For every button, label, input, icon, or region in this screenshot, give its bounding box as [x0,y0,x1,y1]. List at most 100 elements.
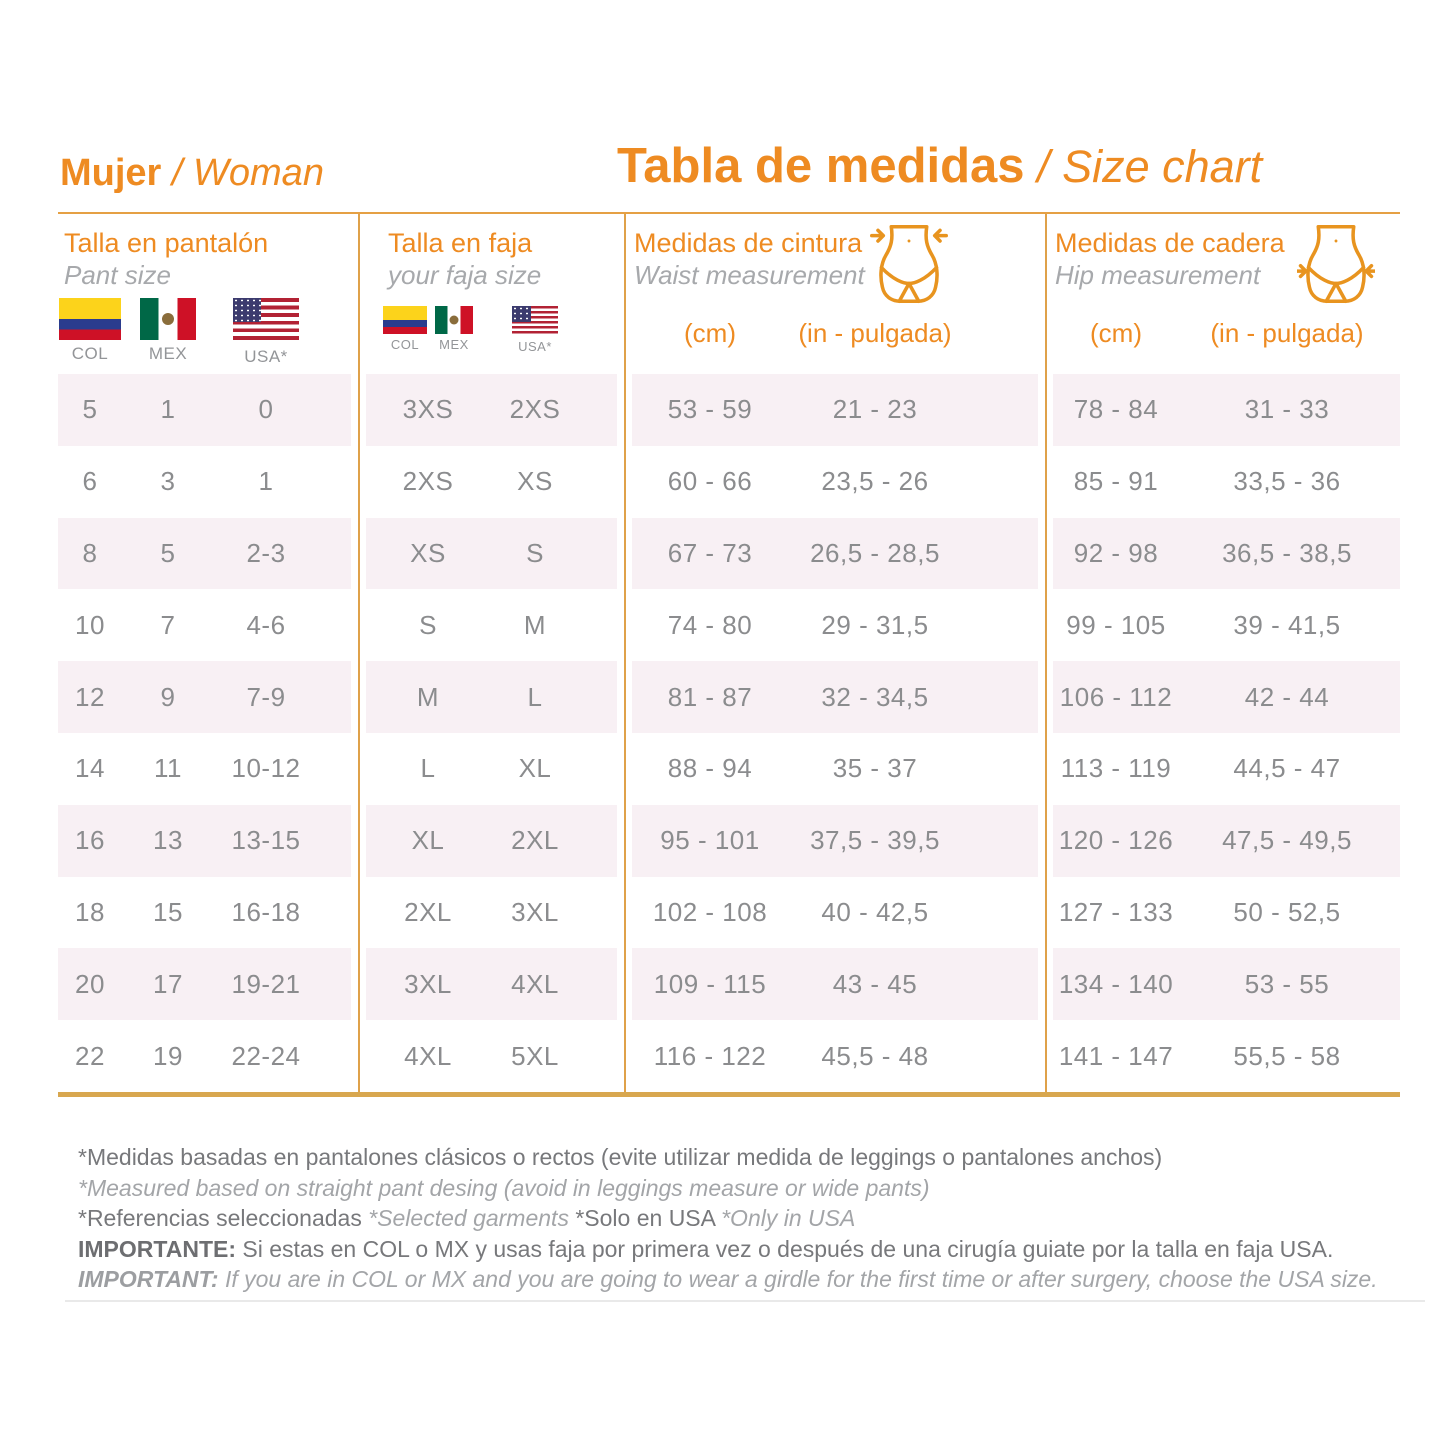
cell-hip-cm: 134 - 140 [1058,968,1174,999]
flag-label: USA* [518,339,552,354]
table-row: 12 9 7-9 M L 81 - 87 32 - 34,5 106 - 112 42 - 44 [58,661,1400,733]
footnote-line: IMPORTANTE: Si estas en COL o MX y usas … [78,1234,1408,1265]
row-group: 3XS 2XS [358,374,624,446]
cell-pant-col: 20 [75,968,105,999]
mexico-flag-icon [140,298,196,340]
cell-waist-in: 43 - 45 [832,968,918,999]
cell-pant-mex: 17 [153,968,183,999]
row-group: 102 - 108 40 - 42,5 [624,877,1045,949]
waist-units: (cm) (in - pulgada) [624,318,954,349]
cell-faja-col-mex: XL [411,825,445,856]
cell-hip-cm: 106 - 112 [1059,681,1173,712]
waist-measure-icon [870,220,948,308]
flag-block-usa: USA* [512,306,558,354]
cell-pant-usa: 4-6 [246,609,286,640]
cell-waist-cm: 53 - 59 [667,394,753,425]
cell-pant-usa: 13-15 [231,825,301,856]
row-group: 10 7 4-6 [58,589,358,661]
row-group: 92 - 98 36,5 - 38,5 [1045,517,1400,590]
row-group: 113 - 119 44,5 - 47 [1045,733,1400,805]
footnote-line: *Referencias seleccionadas *Selected gar… [78,1203,1408,1234]
row-group: 95 - 101 37,5 - 39,5 [624,804,1045,877]
cell-pant-col: 8 [82,537,98,568]
row-group: 81 - 87 32 - 34,5 [624,661,1045,733]
row-group: 53 - 59 21 - 23 [624,374,1045,446]
cell-hip-in: 33,5 - 36 [1233,466,1341,497]
row-group: 3XL 4XL [358,948,624,1021]
footnote-segment: Si estas en COL o MX y usas faja por pri… [242,1235,1334,1262]
header-pant-size-title: Talla en pantalón [64,228,269,258]
table-header: Talla en pantalón Pant size COL MEX USA* [58,214,1400,374]
usa-flag-icon [512,306,558,336]
table-row: 16 13 13-15 XL 2XL 95 - 101 37,5 - 39,5 120 - 1… [58,804,1400,877]
cell-faja-col-mex: 3XS [402,394,454,425]
cell-faja-usa: XS [517,466,553,497]
flag-block-colombia: COL [383,306,427,352]
flag-label: COL [390,337,420,352]
row-group: 2XL 3XL [358,877,624,949]
cell-pant-col: 18 [75,896,105,927]
cell-faja-usa: 2XL [511,825,559,856]
cell-faja-col-mex: M [416,681,440,712]
cell-hip-in: 50 - 52,5 [1233,896,1341,927]
flag-block-colombia: COL [59,298,121,367]
table-row: 10 7 4-6 S M 74 - 80 29 - 31,5 99 - 105 39 - 41,… [58,589,1400,661]
flag-pair-col-mex: COL MEX [383,306,473,354]
cell-pant-col: 14 [75,753,105,784]
cell-pant-usa: 2-3 [246,537,286,568]
cell-pant-mex: 9 [160,681,176,712]
row-group: 8 5 2-3 [58,517,358,590]
cell-waist-cm: 88 - 94 [667,753,753,784]
row-group: 78 - 84 31 - 33 [1045,374,1400,446]
table-row: 20 17 19-21 3XL 4XL 109 - 115 43 - 45 134 - 140… [58,948,1400,1021]
cell-pant-col: 22 [75,1040,105,1071]
row-group: 106 - 112 42 - 44 [1045,661,1400,733]
cell-pant-usa: 22-24 [231,1040,301,1071]
cell-pant-col: 10 [75,609,105,640]
cell-waist-cm: 109 - 115 [653,968,767,999]
table-row: 5 1 0 3XS 2XS 53 - 59 21 - 23 78 - 84 31 - 33 [58,374,1400,446]
gender-title: Mujer / Woman [60,152,324,195]
hip-measure-icon [1297,220,1375,308]
flag-block-mexico: MEX [140,298,196,367]
cell-hip-in: 53 - 55 [1244,968,1330,999]
cell-faja-usa: L [527,681,543,712]
row-group: 16 13 13-15 [58,804,358,877]
cell-pant-mex: 7 [160,609,176,640]
table-body: 5 1 0 3XS 2XS 53 - 59 21 - 23 78 - 84 31 - 33 6 3 1… [58,374,1400,1092]
cell-waist-cm: 60 - 66 [667,466,753,497]
gender-title-es: Mujer [60,152,162,194]
cell-waist-in: 32 - 34,5 [821,681,929,712]
row-group: 12 9 7-9 [58,661,358,733]
cell-pant-usa: 0 [258,394,274,425]
header-faja-size-title: Talla en faja [388,228,533,258]
row-group: 4XL 5XL [358,1020,624,1092]
cell-waist-cm: 67 - 73 [667,537,753,568]
flag-block-usa: USA* [233,298,299,367]
row-group: XS S [358,517,624,590]
flag-label: MEX [148,344,188,363]
cell-waist-cm: 102 - 108 [652,896,768,927]
row-group: 88 - 94 35 - 37 [624,733,1045,805]
cell-faja-col-mex: 3XL [404,968,452,999]
cell-waist-cm: 74 - 80 [667,609,753,640]
cell-pant-usa: 16-18 [231,896,301,927]
cell-pant-col: 12 [75,681,105,712]
header-hip-subtitle: Hip measurement [1055,260,1261,290]
cell-waist-in: 29 - 31,5 [821,609,929,640]
cell-waist-in: 26,5 - 28,5 [810,537,940,568]
row-group: 99 - 105 39 - 41,5 [1045,589,1400,661]
cell-faja-col-mex: L [420,753,436,784]
cell-hip-cm: 113 - 119 [1060,753,1172,784]
faja-flag-row: COL MEX USA* [358,306,572,354]
flag-label: MEX [439,337,469,352]
row-group: 127 - 133 50 - 52,5 [1045,877,1400,949]
cell-pant-mex: 13 [153,825,183,856]
cell-pant-mex: 5 [160,537,176,568]
footnotes: *Medidas basadas en pantalones clásicos … [78,1142,1408,1295]
cell-hip-cm: 78 - 84 [1073,394,1159,425]
cell-hip-in: 44,5 - 47 [1233,753,1341,784]
header-waist-measurement: Medidas de cintura Waist measurement (cm… [624,214,1045,374]
cell-waist-cm: 95 - 101 [660,825,760,856]
